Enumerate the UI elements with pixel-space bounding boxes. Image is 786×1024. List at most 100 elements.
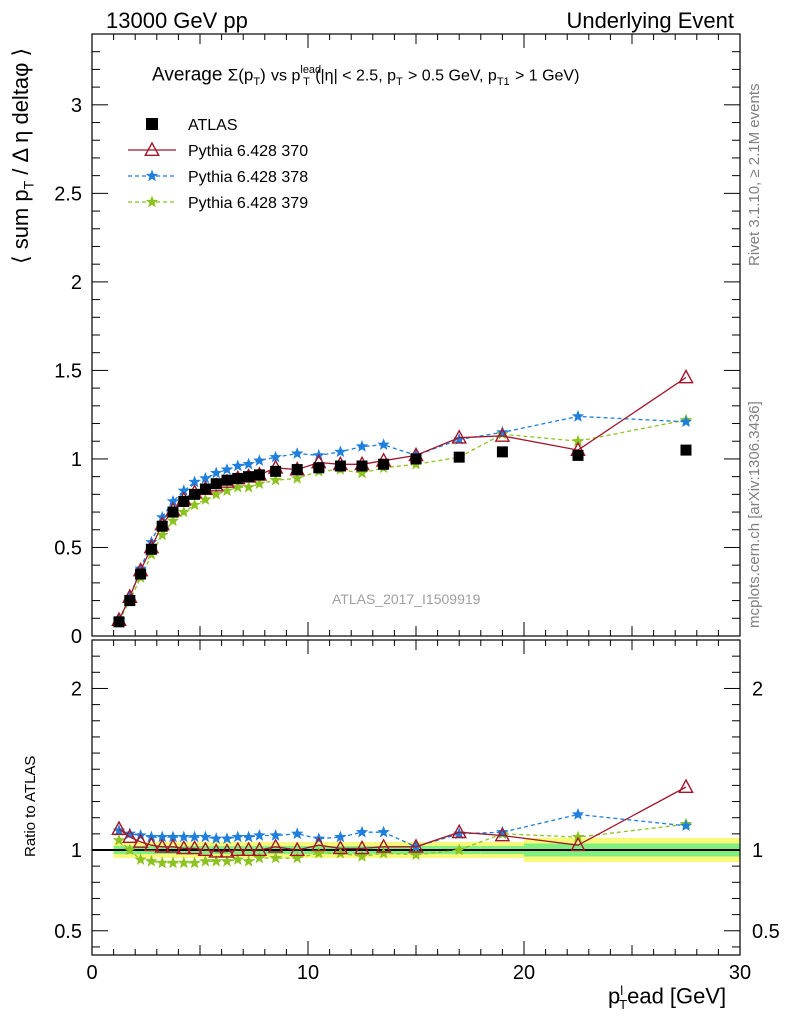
ratio-pythia-370-point	[375, 838, 392, 853]
main-y-axis-label: ⟨ sum pT / Δ η deltaφ ⟩	[8, 48, 36, 264]
ratio-pythia-370-point	[197, 841, 214, 856]
main-pythia-378-point	[177, 484, 190, 497]
ratio-pythia-370-point	[143, 836, 160, 852]
ratio-pythia-379-point	[166, 856, 180, 869]
main-pythia-378-point	[496, 425, 509, 438]
y-tick-label: 0	[71, 626, 82, 648]
main-pythia-378-point	[210, 466, 223, 479]
x-tick-label: 30	[729, 962, 751, 984]
y-tick-label: 2	[71, 678, 82, 700]
main-atlas-point	[253, 469, 265, 481]
title-vs: vs p	[271, 67, 301, 85]
xlabel-b: ead [GeV]	[627, 983, 727, 1009]
ratio-pythia-378-point	[253, 829, 266, 841]
title-close: )	[260, 65, 266, 85]
y-tick-label: 0.5	[752, 921, 780, 943]
ratio-pythia-370-point	[678, 778, 694, 793]
y-tick-label: 2.5	[54, 183, 82, 205]
ratio-pythia-370-point	[230, 841, 246, 856]
y-tick-label: 0.5	[54, 921, 82, 943]
ratio-pythia-378-point	[145, 830, 158, 843]
ratio-pythia-379-point	[242, 854, 255, 867]
main-title: Average Σ(pT) vs pleadT (|η| < 2.5, pT >…	[152, 64, 579, 88]
ratio-pythia-370-point	[332, 839, 349, 855]
ratio-pythia-379-point	[355, 850, 369, 862]
main-pythia-370-point	[451, 429, 467, 444]
xlabel-sub: T	[619, 996, 628, 1012]
x-tick-label: 20	[513, 962, 535, 984]
ratio-pythia-379-point	[253, 851, 266, 864]
title-sub-t1: T1	[496, 76, 510, 89]
ratio-pythia-378-point	[156, 830, 169, 843]
ratio-pythia-379-point	[123, 843, 136, 856]
title-rest1: (|η| < 2.5, p	[315, 67, 396, 85]
main-pythia-378-point	[453, 433, 466, 445]
main-atlas-point	[496, 446, 508, 458]
ratio-pythia-379-point	[220, 854, 234, 867]
ylabel-b: / Δ η deltaφ ⟩	[8, 47, 33, 175]
legend-marker-pythia-378	[145, 169, 159, 182]
ratio-pythia-370-point	[494, 827, 511, 842]
title-rest2: > 0.5 GeV, p	[408, 67, 497, 85]
ratio-pythia-378-point	[112, 824, 126, 836]
ratio-pythia-379-point	[145, 854, 158, 867]
ratio-pythia-378-point	[269, 829, 282, 841]
ratio-pythia-370-point	[111, 820, 127, 835]
ratio-pythia-370-point	[570, 836, 586, 852]
legend-label-pythia-379: Pythia 6.428 379	[188, 195, 308, 212]
xlabel-sup: l	[620, 983, 624, 998]
main-atlas-point	[232, 472, 244, 484]
ylabel-sub: T	[20, 180, 37, 190]
main-pythia-378-point	[220, 463, 234, 475]
main-pythia-379-point	[210, 487, 223, 500]
main-pythia-379-point	[355, 466, 369, 479]
y-tick-label: 1.5	[54, 360, 82, 382]
x-tick-label: 10	[297, 962, 319, 984]
ratio-pythia-379-point	[409, 848, 423, 861]
ratio-pythia-370-point	[240, 841, 257, 856]
legend-label-pythia-370: Pythia 6.428 370	[188, 143, 308, 160]
ratio-y-axis-label: Ratio to ATLAS	[22, 755, 39, 857]
ratio-pythia-379-point	[269, 851, 282, 864]
title-rest3: > 1 GeV)	[514, 67, 580, 85]
ratio-pythia-379-point	[312, 846, 325, 859]
ratio-pythia-370-point	[154, 838, 170, 853]
header-left: 13000 GeV pp	[106, 8, 248, 33]
ratio-pythia-379-point	[134, 853, 147, 865]
main-pythia-378-point	[269, 450, 282, 463]
main-pythia-379-point	[156, 528, 169, 541]
title-prefix: Average	[152, 64, 223, 86]
main-atlas-point	[410, 453, 422, 465]
ratio-pythia-370-point	[354, 839, 370, 855]
ratio-pythia-379-point	[453, 843, 466, 856]
legend-marker-pythia-370	[144, 141, 160, 157]
main-pythia-379-point	[166, 514, 180, 527]
title-sub-t3: T	[396, 76, 403, 89]
main-pythia-378-point	[377, 438, 390, 450]
title-sub-t: T	[253, 76, 261, 89]
ratio-pythia-379-point	[156, 856, 169, 869]
main-pythia-379-point	[220, 484, 234, 497]
y-tick-label: 1	[71, 840, 82, 862]
ratio-pythia-379-point	[291, 851, 304, 864]
ratio-pythia-379-point	[177, 856, 190, 869]
ratio-pythia-370-point	[219, 843, 235, 858]
main-pythia-378-point	[188, 475, 201, 488]
ratio-pythia-370-point	[310, 836, 327, 852]
main-atlas-point	[156, 520, 168, 532]
ratio-pythia-378-point	[679, 819, 693, 831]
ratio-pythia-370-point	[267, 838, 284, 853]
main-pythia-378-point	[679, 415, 693, 427]
ratio-pythia-379-point	[334, 846, 347, 859]
main-atlas-point	[113, 616, 125, 628]
main-pythia-370-point	[494, 427, 511, 442]
main-atlas-point	[199, 483, 211, 495]
ratio-pythia-378-point	[123, 827, 136, 840]
ratio-pythia-378-point	[496, 825, 509, 838]
analysis-watermark: ATLAS_2017_I1509919	[332, 591, 481, 607]
main-pythia-378-point	[334, 445, 347, 458]
main-pythia-379-point	[242, 480, 255, 493]
main-atlas-point	[334, 460, 346, 472]
xlabel-a: p	[608, 983, 621, 1009]
main-pythia-378-point	[253, 454, 266, 466]
